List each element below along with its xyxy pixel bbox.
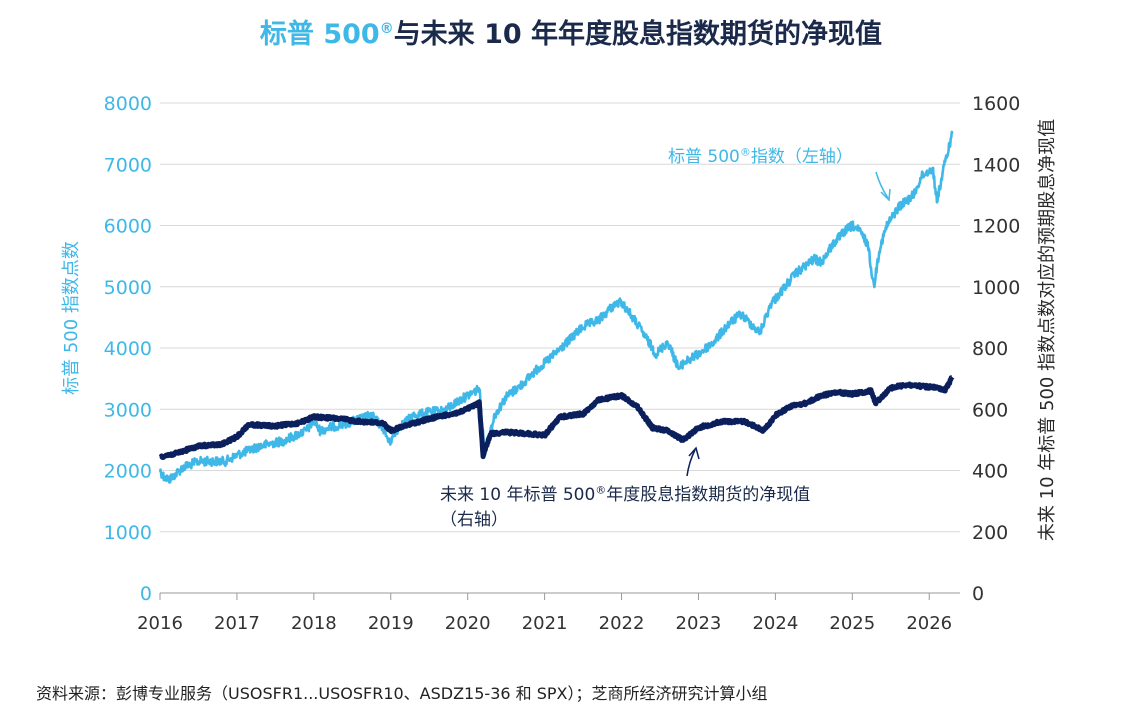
y-right-tick-label: 600 <box>972 399 1008 421</box>
annotation-arrows <box>686 171 891 477</box>
y-right-tick-label: 200 <box>972 522 1008 544</box>
x-tick-label: 2020 <box>445 613 491 634</box>
dividend-npv-line <box>158 375 955 460</box>
y-right-tick-label: 800 <box>972 338 1008 360</box>
series-lines <box>158 130 955 484</box>
y-right-tick-label: 1000 <box>972 277 1020 299</box>
npv-arrow <box>686 449 696 477</box>
chart-title: 标普 500®与未来 10 年年度股息指数期货的净现值 <box>259 19 883 50</box>
y-left-tick-label: 8000 <box>104 93 152 115</box>
source-note: 资料来源：彭博专业服务（USOSFR1...USOSFR10、ASDZ15-36… <box>36 684 768 703</box>
x-tick-label: 2018 <box>291 613 337 634</box>
x-tick-label: 2021 <box>522 613 568 634</box>
y-left-tick-label: 4000 <box>104 338 152 360</box>
x-tick-label: 2024 <box>752 613 798 634</box>
x-tick-label: 2026 <box>906 613 952 634</box>
grid-lines <box>160 102 960 594</box>
npv-axis-note: （右轴） <box>440 510 508 530</box>
y-axis-left-label: 标普 500 指数点数 <box>61 241 82 395</box>
y-right-tick-label: 1400 <box>972 154 1020 176</box>
y-left-tick-label: 5000 <box>104 277 152 299</box>
x-tick-label: 2016 <box>137 613 183 634</box>
y-left-tick-label: 2000 <box>104 461 152 483</box>
y-right-tick-label: 1200 <box>972 216 1020 238</box>
spx-index-line <box>158 130 954 484</box>
y-axis-right: 0 200 400 600 800 1000 1200 1400 1600 <box>972 93 1020 605</box>
y-left-tick-label: 6000 <box>104 216 152 238</box>
spx-arrow <box>875 171 889 199</box>
x-tick-label: 2019 <box>368 613 414 634</box>
spx-series-annotation: 标普 500®指数（左轴） <box>668 145 853 167</box>
x-tick-label: 2017 <box>214 613 260 634</box>
y-axis-right-label: 未来 10 年标普 500 指数点数对应的预期股息净现值 <box>1037 118 1058 542</box>
y-right-tick-label: 400 <box>972 461 1008 483</box>
x-axis: 2016 2017 2018 2019 2020 2021 2022 2023 2024 2025… <box>137 592 960 634</box>
y-right-tick-label: 0 <box>972 583 984 605</box>
x-tick-label: 2022 <box>599 613 645 634</box>
spx-arrowhead <box>880 188 891 202</box>
y-axis-left: 0 1000 2000 3000 4000 5000 6000 7000 8000 <box>104 93 152 605</box>
y-left-tick-label: 0 <box>140 583 152 605</box>
npv-arrowhead <box>688 446 700 460</box>
y-left-tick-label: 3000 <box>104 399 152 421</box>
y-left-tick-label: 1000 <box>104 522 152 544</box>
y-right-tick-label: 1600 <box>972 93 1020 115</box>
y-left-tick-label: 7000 <box>104 154 152 176</box>
x-tick-label: 2023 <box>676 613 722 634</box>
x-tick-label: 2025 <box>829 613 875 634</box>
npv-series-annotation: 未来 10 年标普 500®年度股息指数期货的净现值 <box>440 483 811 505</box>
